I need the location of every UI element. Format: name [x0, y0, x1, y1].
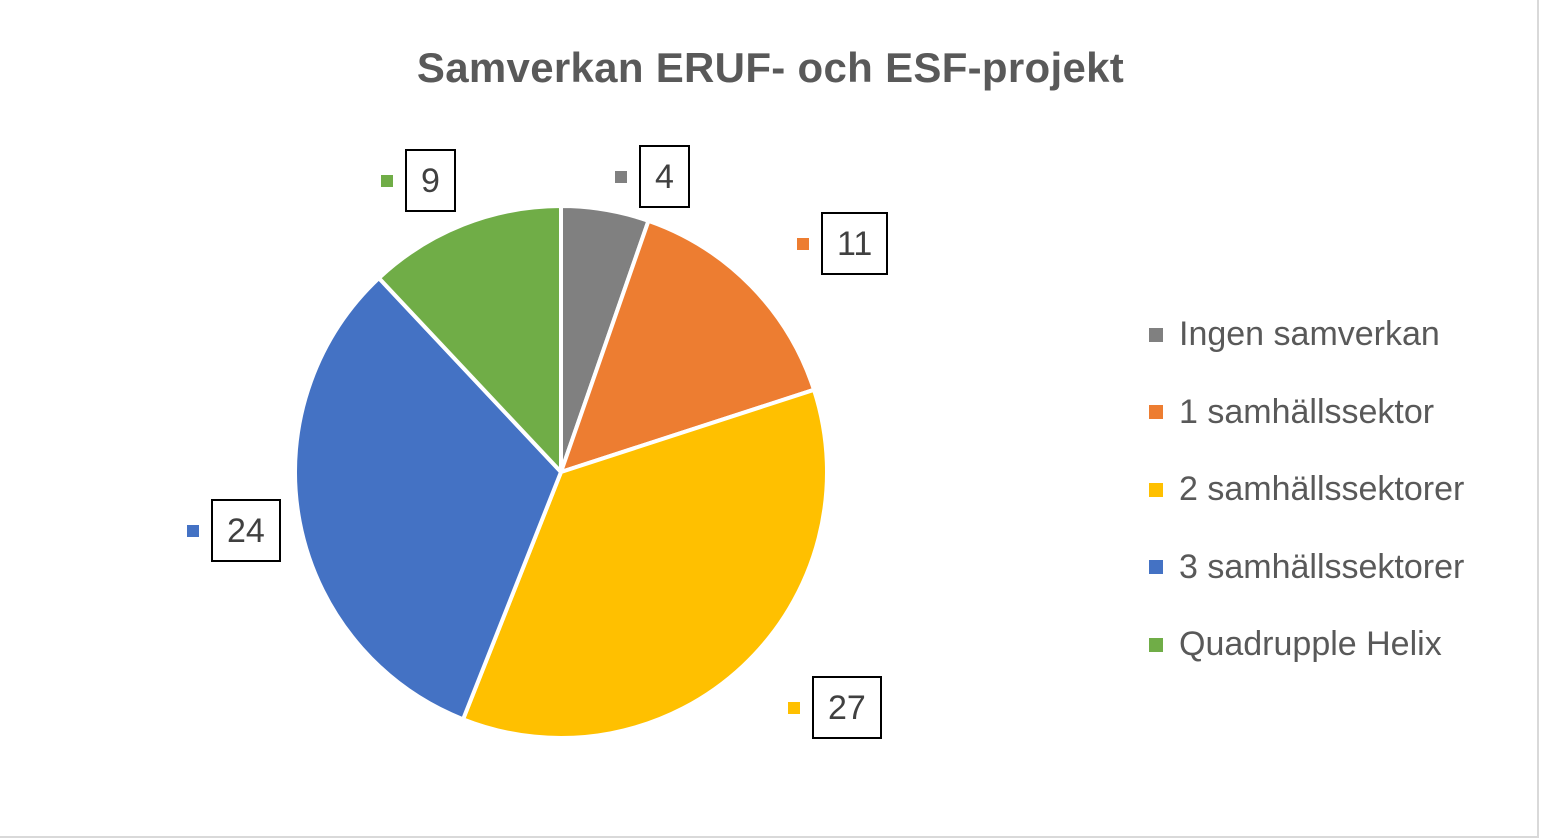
legend-label: 3 samhällssektorer [1179, 547, 1465, 586]
data-label-value: 27 [812, 676, 882, 739]
pie-slice-3-samh-llssektorer [293, 276, 563, 722]
legend-swatch-icon [1149, 327, 1163, 342]
chart-legend: Ingen samverkan 1 samhällssektor 2 samhä… [1149, 296, 1464, 684]
legend-item-ingen-samverkan: Ingen samverkan [1149, 296, 1464, 374]
legend-item-1-samhallssektor: 1 samhällssektor [1149, 374, 1464, 452]
chart-title: Samverkan ERUF- och ESF-projekt [416, 44, 1125, 91]
legend-item-3-samhallssektorer: 3 samhällssektorer [1149, 529, 1464, 607]
legend-item-2-samhallssektorer: 2 samhällssektorer [1149, 451, 1464, 529]
pie-slices [293, 204, 829, 740]
swatch-icon [788, 701, 800, 714]
legend-swatch-icon [1149, 560, 1163, 575]
data-label-value: 4 [639, 145, 690, 208]
legend-swatch-icon [1149, 482, 1163, 497]
pie-slice-2-samh-llssektorer [461, 387, 829, 740]
swatch-icon [615, 170, 627, 183]
swatch-icon [381, 174, 393, 187]
legend-item-quadrupple-helix: Quadrupple Helix [1149, 606, 1464, 684]
data-label-value: 9 [405, 149, 456, 212]
legend-label: Ingen samverkan [1179, 315, 1440, 354]
legend-swatch-icon [1149, 637, 1163, 652]
legend-label: 1 samhällssektor [1179, 392, 1435, 431]
legend-label: 2 samhällssektorer [1179, 470, 1465, 509]
data-label-2-samhallssektorer: 27 [788, 676, 882, 739]
data-label-ingen-samverkan: 4 [615, 145, 690, 208]
pie-slice-quadrupple-helix [376, 204, 563, 474]
legend-label: Quadrupple Helix [1179, 625, 1442, 664]
legend-swatch-icon [1149, 405, 1163, 420]
data-label-value: 11 [821, 212, 889, 275]
swatch-icon [797, 237, 809, 250]
data-label-value: 24 [211, 499, 281, 562]
data-label-1-samhallssektor: 11 [797, 212, 889, 275]
data-label-3-samhallssektorer: 24 [187, 499, 281, 562]
swatch-icon [187, 524, 199, 537]
data-label-quadrupple-helix: 9 [381, 149, 456, 212]
